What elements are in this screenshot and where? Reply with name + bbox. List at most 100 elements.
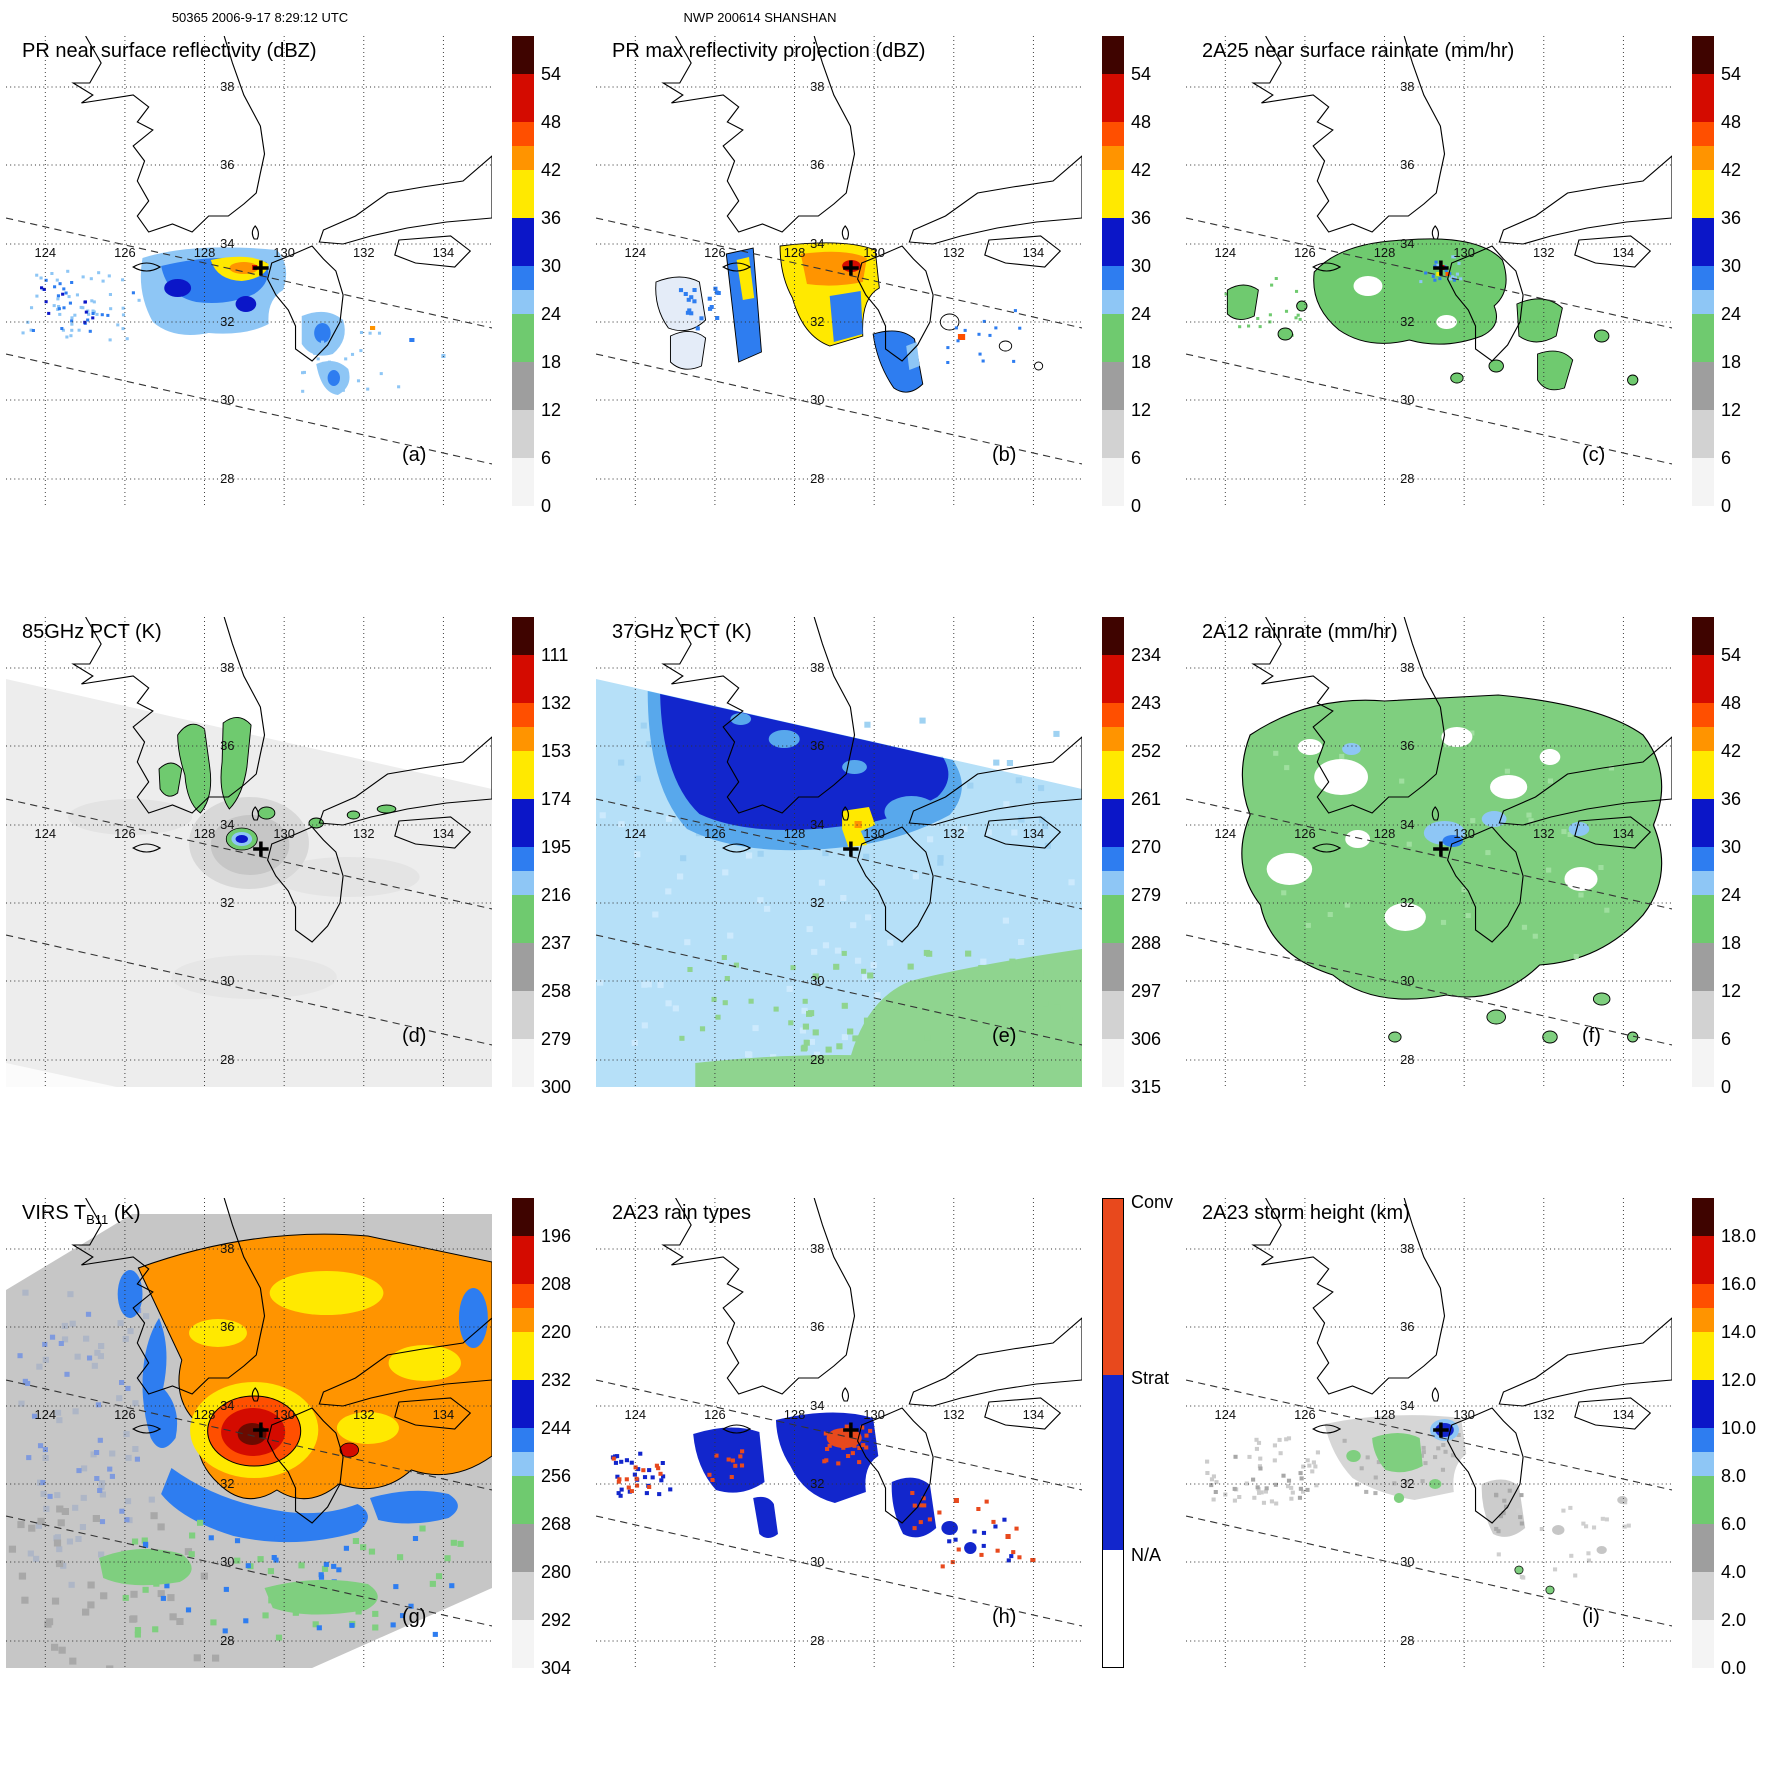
colorbar-tick-label: 6	[1721, 447, 1732, 468]
storm-center-marker	[843, 841, 859, 857]
storm-center-marker	[1433, 841, 1449, 857]
colorbar-segment	[1692, 1198, 1714, 1236]
svg-text:126: 126	[1294, 245, 1316, 260]
svg-text:28: 28	[220, 1052, 234, 1067]
storm-center-marker	[843, 1422, 859, 1438]
svg-text:28: 28	[810, 471, 824, 486]
panel-letter: (g)	[402, 1606, 427, 1628]
colorbar	[1692, 1198, 1714, 1668]
svg-text:38: 38	[1400, 660, 1414, 675]
colorbar-tick-label: 256	[541, 1465, 572, 1486]
colorbar-segment	[512, 145, 534, 170]
coastline-layer	[1251, 36, 1672, 362]
colorbar-segment	[1102, 991, 1124, 1040]
colorbar-tick-label: 261	[1131, 788, 1162, 809]
svg-text:36: 36	[810, 157, 824, 172]
colorbar	[1102, 1198, 1124, 1668]
panel-title-text: 2A25 near surface rainrate (mm/hr)	[1202, 40, 1515, 62]
colorbar-tick-label: 268	[541, 1513, 572, 1534]
colorbar-tick-label: 18	[541, 351, 562, 372]
colorbar-tick-label: 24	[541, 303, 562, 324]
data-layer	[6, 679, 492, 1087]
svg-text:38: 38	[1400, 79, 1414, 94]
svg-text:132: 132	[1533, 826, 1555, 841]
colorbar-segment	[1102, 1039, 1124, 1087]
colorbar-segment	[1692, 617, 1714, 655]
map-area: 124 126 128 130 132 134 38 36 34 32 30 28 2A23 stor…	[1186, 1198, 1672, 1668]
colorbar-tick-label: 48	[1721, 692, 1742, 713]
map-area: 124 126 128 130 132 134 38 36 34 32 30 28 PR max re…	[596, 36, 1082, 506]
colorbar	[1102, 36, 1124, 506]
colorbar-segment	[512, 1452, 534, 1477]
colorbar-tick-label: 0	[1131, 496, 1142, 516]
svg-text:36: 36	[1400, 1319, 1414, 1334]
colorbar-tick-label: 54	[1721, 63, 1742, 84]
colorbar-tick-label: 111	[541, 644, 569, 665]
data-layer	[596, 679, 1082, 1087]
svg-text:126: 126	[1294, 1407, 1316, 1422]
panel-letter: (c)	[1582, 444, 1606, 466]
colorbar-tick-label: 232	[541, 1369, 572, 1390]
colorbar-tick-label: 16.0	[1721, 1273, 1757, 1294]
svg-text:28: 28	[220, 1633, 234, 1648]
colorbar-tick-label: 0	[541, 496, 552, 516]
panel-title: VIRS TB11 (K)	[22, 1202, 140, 1227]
svg-text:130: 130	[1453, 826, 1475, 841]
coastline-layer	[661, 36, 1082, 362]
svg-text:30: 30	[810, 973, 824, 988]
map-canvas: 124 126 128 130 132 134 38 36 34 32 30 28	[1186, 617, 1672, 1087]
svg-text:128: 128	[784, 245, 806, 260]
colorbar-segment	[1692, 702, 1714, 727]
panel-title-text: 85GHz PCT (K)	[22, 621, 162, 643]
svg-text:34: 34	[810, 817, 824, 832]
colorbar-segment	[512, 871, 534, 896]
swath-edge-layer	[1186, 1379, 1672, 1627]
svg-text:30: 30	[810, 1554, 824, 1569]
colorbar-segment	[512, 726, 534, 751]
colorbar-tick-label: 54	[541, 63, 562, 84]
colorbar	[1692, 617, 1714, 1087]
colorbar-segment	[1692, 1283, 1714, 1308]
svg-text:134: 134	[433, 245, 455, 260]
svg-text:126: 126	[114, 826, 136, 841]
colorbar-segment	[1102, 121, 1124, 146]
svg-text:128: 128	[1374, 245, 1396, 260]
colorbar-tick-label: 220	[541, 1321, 572, 1342]
svg-text:130: 130	[273, 826, 295, 841]
svg-text:134: 134	[1023, 245, 1045, 260]
colorbar-segment	[1692, 1452, 1714, 1477]
svg-text:32: 32	[810, 1476, 824, 1491]
coastline-layer	[1251, 617, 1672, 943]
swath-edge-layer	[6, 798, 492, 1046]
panel-title-subscript: B11	[86, 1212, 109, 1227]
svg-text:130: 130	[273, 245, 295, 260]
colorbar-segment	[512, 290, 534, 315]
colorbar-segment	[1102, 290, 1124, 315]
colorbar-segment	[1102, 726, 1124, 751]
svg-text:124: 124	[625, 1407, 647, 1422]
svg-text:34: 34	[1400, 236, 1414, 251]
svg-text:36: 36	[220, 738, 234, 753]
svg-text:128: 128	[784, 826, 806, 841]
panel-h: 124 126 128 130 132 134 38 36 34 32 30 28 2A23 rain…	[590, 1190, 1180, 1771]
svg-text:30: 30	[1400, 392, 1414, 407]
panel-letter: (e)	[992, 1025, 1017, 1047]
colorbar-tick-label: 300	[541, 1077, 572, 1097]
panel-grid: 124 126 128 130 132 134 38 36 34 32 30 28 PR near s…	[0, 28, 1770, 1771]
colorbar-segment	[1692, 73, 1714, 122]
colorbar-tick-label: 0.0	[1721, 1658, 1747, 1678]
svg-text:38: 38	[810, 1241, 824, 1256]
colorbar-segment	[512, 1379, 534, 1428]
colorbar-tick-labels: 18.0 16.0 14.0 12.0 10.0 8.0 6.0 4.0 2.0 0.0	[1721, 1198, 1770, 1678]
panel-title-text: PR max reflectivity projection (dBZ)	[612, 40, 926, 62]
colorbar-tick-label: 216	[541, 884, 572, 905]
colorbar-segment	[512, 1283, 534, 1308]
svg-text:134: 134	[1613, 826, 1635, 841]
colorbar-tick-label: 237	[541, 932, 572, 953]
colorbar-segment	[1102, 314, 1124, 363]
svg-text:126: 126	[114, 1407, 136, 1422]
colorbar	[512, 36, 534, 506]
svg-text:132: 132	[1533, 245, 1555, 260]
colorbar-segment	[512, 750, 534, 799]
colorbar-tick-label: 208	[541, 1273, 572, 1294]
